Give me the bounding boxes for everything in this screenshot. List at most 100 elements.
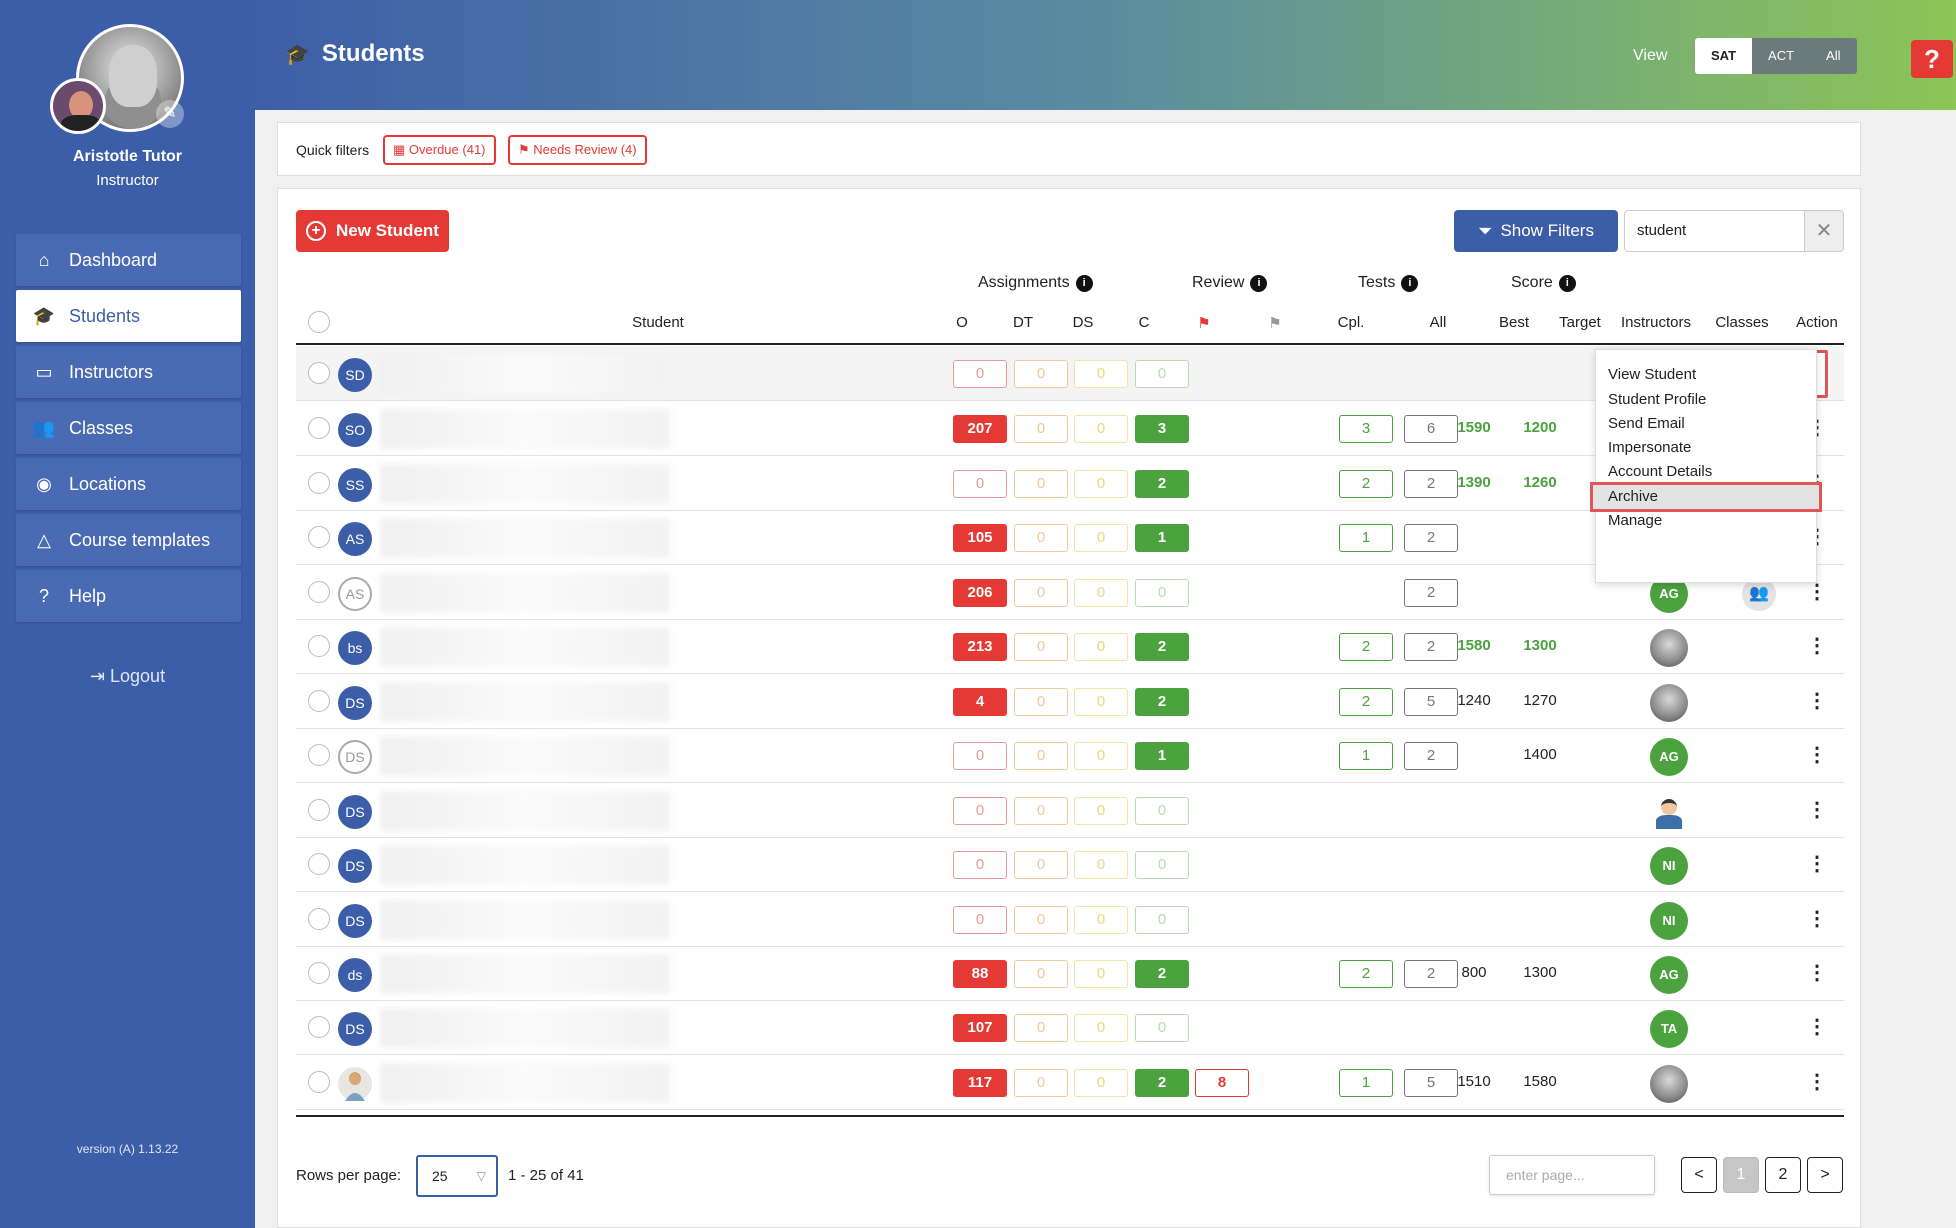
completed-count[interactable]: 0 (1135, 579, 1189, 607)
overdue-count[interactable]: 206 (953, 579, 1007, 607)
instructor-avatar[interactable] (1650, 684, 1688, 722)
completed-count[interactable]: 0 (1135, 851, 1189, 879)
table-row[interactable]: DS 107 0 0 0 TA ⋮ (296, 1000, 1844, 1055)
sidebar-item-dashboard[interactable]: ⌂ Dashboard (16, 234, 241, 286)
due-soon-count[interactable]: 0 (1074, 742, 1128, 770)
tests-completed-count[interactable]: 2 (1339, 633, 1393, 661)
row-select-checkbox[interactable] (308, 635, 330, 657)
col-cpl[interactable]: Cpl. (1337, 314, 1365, 331)
table-row[interactable]: DS 0 0 0 1 1 2 1400 AG ⋮ (296, 728, 1844, 783)
due-soon-count[interactable]: 0 (1074, 797, 1128, 825)
due-soon-count[interactable]: 0 (1074, 360, 1128, 388)
tests-completed-count[interactable]: 3 (1339, 415, 1393, 443)
kebab-menu-icon[interactable]: ⋮ (1807, 744, 1827, 766)
row-select-checkbox[interactable] (308, 472, 330, 494)
due-soon-count[interactable]: 0 (1074, 906, 1128, 934)
edit-pencil-icon[interactable]: ✎ (156, 100, 184, 128)
due-today-count[interactable]: 0 (1014, 633, 1068, 661)
overdue-count[interactable]: 105 (953, 524, 1007, 552)
kebab-menu-icon[interactable]: ⋮ (1807, 799, 1827, 821)
help-button[interactable]: ? (1911, 40, 1953, 78)
row-select-checkbox[interactable] (308, 417, 330, 439)
rows-per-page-select[interactable]: 25 ▽ (416, 1155, 498, 1197)
menu-item-account-details[interactable]: Account Details (1608, 463, 1713, 480)
overdue-count[interactable]: 0 (953, 851, 1007, 879)
sidebar-item-students[interactable]: 🎓 Students (16, 290, 241, 342)
menu-item-manage[interactable]: Manage (1608, 512, 1663, 529)
student-name-blurred[interactable] (380, 518, 670, 558)
info-icon[interactable]: i (1401, 274, 1419, 292)
enter-page-input[interactable]: enter page... (1489, 1155, 1655, 1195)
student-name-blurred[interactable] (380, 354, 670, 394)
page-1-button[interactable]: 1 (1723, 1157, 1759, 1193)
overdue-count[interactable]: 107 (953, 1014, 1007, 1042)
row-select-checkbox[interactable] (308, 526, 330, 548)
menu-item-impersonate[interactable]: Impersonate (1608, 439, 1692, 456)
due-soon-count[interactable]: 0 (1074, 1014, 1128, 1042)
needs-review-count[interactable]: 8 (1195, 1069, 1249, 1097)
tests-all-count[interactable]: 2 (1404, 633, 1458, 661)
instructor-avatar[interactable] (1650, 793, 1688, 831)
completed-count[interactable]: 3 (1135, 415, 1189, 443)
tests-completed-count[interactable]: 1 (1339, 742, 1393, 770)
due-today-count[interactable]: 0 (1014, 524, 1068, 552)
info-icon[interactable]: i (1558, 274, 1576, 292)
overdue-count[interactable]: 213 (953, 633, 1007, 661)
student-name-blurred[interactable] (380, 1063, 670, 1103)
row-select-checkbox[interactable] (308, 362, 330, 384)
sidebar-item-course-templates[interactable]: △ Course templates (16, 514, 241, 566)
menu-item-student-profile[interactable]: Student Profile (1608, 391, 1707, 408)
due-today-count[interactable]: 0 (1014, 360, 1068, 388)
completed-count[interactable]: 2 (1135, 1069, 1189, 1097)
table-row[interactable]: ds 88 0 0 2 2 2 800 1300 AG ⋮ (296, 946, 1844, 1001)
student-name-blurred[interactable] (380, 845, 670, 885)
overdue-count[interactable]: 117 (953, 1069, 1007, 1097)
completed-count[interactable]: 0 (1135, 1014, 1189, 1042)
completed-count[interactable]: 0 (1135, 906, 1189, 934)
completed-count[interactable]: 0 (1135, 360, 1189, 388)
kebab-menu-icon[interactable]: ⋮ (1807, 908, 1827, 930)
due-today-count[interactable]: 0 (1014, 579, 1068, 607)
col-all[interactable]: All (1429, 314, 1447, 331)
completed-count[interactable]: 2 (1135, 688, 1189, 716)
kebab-menu-icon[interactable]: ⋮ (1807, 581, 1827, 603)
student-name-blurred[interactable] (380, 791, 670, 831)
student-name-blurred[interactable] (380, 1008, 670, 1048)
tests-all-count[interactable]: 2 (1404, 742, 1458, 770)
row-select-checkbox[interactable] (308, 853, 330, 875)
prev-page-button[interactable]: < (1681, 1157, 1717, 1193)
row-select-checkbox[interactable] (308, 1071, 330, 1093)
student-name-blurred[interactable] (380, 736, 670, 776)
row-select-checkbox[interactable] (308, 690, 330, 712)
due-soon-count[interactable]: 0 (1074, 415, 1128, 443)
overdue-count[interactable]: 0 (953, 742, 1007, 770)
tests-completed-count[interactable]: 1 (1339, 524, 1393, 552)
next-page-button[interactable]: > (1807, 1157, 1843, 1193)
kebab-menu-icon[interactable]: ⋮ (1807, 635, 1827, 657)
table-row[interactable]: DS 0 0 0 0 NI ⋮ (296, 892, 1844, 947)
due-today-count[interactable]: 0 (1014, 470, 1068, 498)
due-today-count[interactable]: 0 (1014, 688, 1068, 716)
overdue-count[interactable]: 0 (953, 470, 1007, 498)
table-row[interactable]: 117 0 0 2 8 1 5 1510 1580 ⋮ (296, 1055, 1844, 1110)
student-name-blurred[interactable] (380, 627, 670, 667)
col-ds[interactable]: DS (1072, 314, 1094, 331)
completed-count[interactable]: 0 (1135, 797, 1189, 825)
due-soon-count[interactable]: 0 (1074, 688, 1128, 716)
table-row[interactable]: AS 105 0 0 1 1 2 ⋮ (296, 510, 1844, 565)
instructor-avatar[interactable] (1650, 1065, 1688, 1103)
tests-all-count[interactable]: 2 (1404, 579, 1458, 607)
due-today-count[interactable]: 0 (1014, 742, 1068, 770)
col-best[interactable]: Best (1498, 314, 1529, 331)
instructor-avatar[interactable]: NI (1650, 902, 1688, 940)
user-avatar[interactable] (50, 78, 106, 134)
overdue-count[interactable]: 207 (953, 415, 1007, 443)
view-all-button[interactable]: All (1810, 38, 1857, 74)
student-name-blurred[interactable] (380, 682, 670, 722)
row-select-checkbox[interactable] (308, 799, 330, 821)
menu-item-send-email[interactable]: Send Email (1608, 415, 1685, 432)
completed-count[interactable]: 2 (1135, 633, 1189, 661)
info-icon[interactable]: i (1075, 274, 1093, 292)
due-today-count[interactable]: 0 (1014, 960, 1068, 988)
instructor-avatar[interactable] (1650, 629, 1688, 667)
